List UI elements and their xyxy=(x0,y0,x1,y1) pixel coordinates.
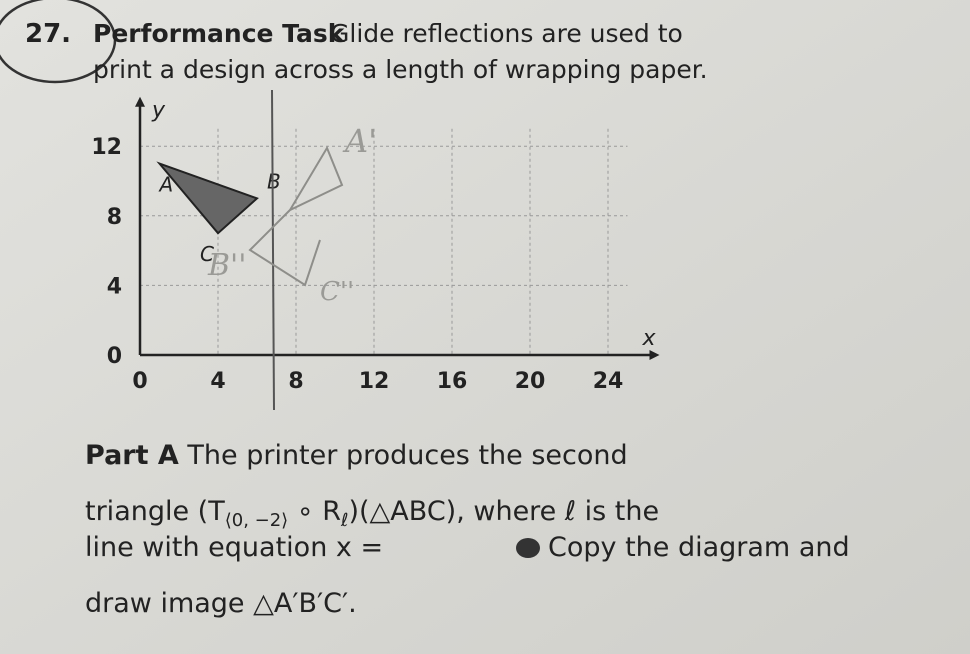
subscript: ⟨0, −2⟩ xyxy=(225,510,288,531)
triangle xyxy=(156,161,259,235)
x-tick-label: 0 xyxy=(132,369,147,394)
handwritten-label: B'' xyxy=(207,248,247,283)
part-a-line: line with equation x = xyxy=(85,532,383,563)
y-tick-label: 0 xyxy=(107,344,122,369)
part-a-line: Copy the diagram and xyxy=(548,532,850,563)
problem-text: print a design across a length of wrappi… xyxy=(93,55,708,84)
y-tick-label: 4 xyxy=(107,274,122,299)
text: triangle (T xyxy=(85,496,225,527)
x-tick-label: 4 xyxy=(210,369,225,394)
part-a: Part A The printer produces the second xyxy=(85,440,628,471)
handwritten-label: C'' xyxy=(320,277,354,307)
text: The printer produces the second xyxy=(186,440,627,471)
part-a-line: draw image △A′B′C′. xyxy=(85,588,357,619)
vertex-label: C xyxy=(200,242,214,266)
x-tick-label: 20 xyxy=(515,369,546,394)
line-l xyxy=(271,89,275,411)
part-a-line: triangle (T⟨0, −2⟩ ∘ Rℓ)(△ABC), where ℓ … xyxy=(85,496,659,531)
text: ∘ R xyxy=(288,496,341,527)
vertex-label: A xyxy=(158,173,174,197)
x-tick-label: 8 xyxy=(288,369,303,394)
problem-number: 27. xyxy=(25,19,71,49)
y-axis-label: y xyxy=(151,98,166,123)
graph: 0 4 8 12 0 4 8 12 16 20 24 x y A B C A' B'' C'' xyxy=(91,96,660,394)
part-label: Part A xyxy=(85,440,179,471)
text: )(△ABC), where ℓ is the xyxy=(348,496,659,527)
problem-text: Glide reflections are used to xyxy=(330,19,683,48)
y-arrow xyxy=(135,96,145,107)
x-tick-label: 24 xyxy=(593,369,624,394)
handwritten-sketch xyxy=(248,145,344,287)
y-tick-label: 12 xyxy=(91,135,122,160)
x-arrow xyxy=(649,350,660,360)
scribble xyxy=(516,538,540,558)
x-tick-label: 12 xyxy=(359,369,390,394)
problem-label: Performance Task xyxy=(93,19,346,48)
circle-scribble xyxy=(0,0,117,84)
vertex-label: B xyxy=(267,169,281,193)
handwritten-label: A' xyxy=(342,122,377,160)
x-axis-label: x xyxy=(642,326,657,351)
x-tick-label: 16 xyxy=(437,369,468,394)
subscript: ℓ xyxy=(340,510,348,531)
y-tick-label: 8 xyxy=(107,205,122,230)
